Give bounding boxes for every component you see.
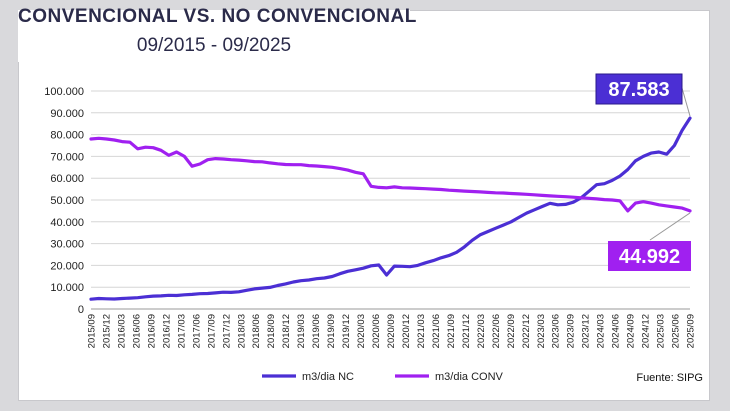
series-line-conv [89, 136, 692, 213]
nc-end-label: 87.583 [608, 79, 669, 101]
x-tick-label: 2024/03 [596, 314, 607, 348]
y-tick-label: 100.000 [44, 86, 84, 98]
legend-conv-label: m3/dia CONV [435, 371, 504, 383]
x-tick-label: 2020/09 [386, 314, 397, 348]
y-tick-label: 10.000 [50, 282, 84, 294]
conv-end-label-box [608, 241, 691, 271]
x-tick-label: 2022/06 [491, 314, 502, 348]
nc-end-label-box [595, 73, 683, 105]
y-tick-label: 60.000 [50, 173, 84, 185]
y-tick-label: 90.000 [50, 108, 84, 120]
y-tick-label: 20.000 [50, 260, 84, 272]
x-tick-label: 2016/03 [116, 314, 127, 348]
x-tick-label: 2022/03 [476, 314, 487, 348]
y-tick-label: 40.000 [50, 217, 84, 229]
x-tick-label: 2018/06 [251, 314, 262, 348]
chart-title: CONVENCIONAL VS. NO CONVENCIONAL [18, 6, 417, 27]
x-tick-label: 2018/03 [236, 314, 247, 348]
x-tick-label: 2020/12 [401, 314, 412, 348]
series-line-nc [89, 116, 692, 301]
x-tick-label: 2025/03 [656, 314, 667, 348]
x-tick-label: 2016/12 [161, 314, 172, 348]
x-tick-label: 2017/03 [176, 314, 187, 348]
x-tick-label: 2019/09 [326, 314, 337, 348]
x-tick-label: 2021/06 [431, 314, 442, 348]
chart-card [18, 10, 710, 401]
y-tick-label: 80.000 [50, 130, 84, 142]
x-tick-label: 2017/09 [206, 314, 217, 348]
x-tick-label: 2016/09 [146, 314, 157, 348]
x-tick-label: 2017/06 [191, 314, 202, 348]
x-tick-label: 2018/09 [266, 314, 277, 348]
x-tick-label: 2016/06 [131, 314, 142, 348]
legend-nc-label: m3/dia NC [302, 371, 354, 383]
y-tick-label: 0 [78, 304, 84, 316]
x-tick-label: 2024/12 [641, 314, 652, 348]
x-tick-label: 2021/09 [446, 314, 457, 348]
x-tick-label: 2019/06 [311, 314, 322, 348]
x-tick-label: 2021/12 [461, 314, 472, 348]
chart-subtitle: 09/2015 - 09/2025 [136, 35, 292, 56]
x-tick-label: 2015/12 [101, 314, 112, 348]
x-tick-label: 2023/06 [551, 314, 562, 348]
title-block [18, 10, 410, 62]
x-tick-label: 2025/09 [686, 314, 697, 348]
x-tick-label: 2025/06 [671, 314, 682, 348]
x-tick-label: 2020/03 [356, 314, 367, 348]
x-tick-label: 2015/09 [87, 314, 98, 348]
x-tick-label: 2021/03 [416, 314, 427, 348]
x-tick-label: 2024/06 [611, 314, 622, 348]
nc-callout-leader [681, 87, 691, 117]
x-tick-label: 2023/09 [566, 314, 577, 348]
source-note: Fuente: SIPG [636, 372, 703, 384]
x-tick-label: 2019/12 [341, 314, 352, 348]
y-tick-label: 70.000 [50, 151, 84, 163]
x-tick-label: 2022/12 [521, 314, 532, 348]
x-tick-label: 2017/12 [221, 314, 232, 348]
x-tick-label: 2024/09 [626, 314, 637, 348]
y-tick-label: 50.000 [50, 195, 84, 207]
conv-callout-leader [649, 212, 691, 241]
x-tick-label: 2023/12 [581, 314, 592, 348]
conv-end-label: 44.992 [619, 246, 680, 268]
x-tick-label: 2018/12 [281, 314, 292, 348]
x-tick-label: 2020/06 [371, 314, 382, 348]
x-tick-label: 2019/03 [296, 314, 307, 348]
x-tick-label: 2022/09 [506, 314, 517, 348]
x-tick-label: 2023/03 [536, 314, 547, 348]
y-tick-label: 30.000 [50, 239, 84, 251]
